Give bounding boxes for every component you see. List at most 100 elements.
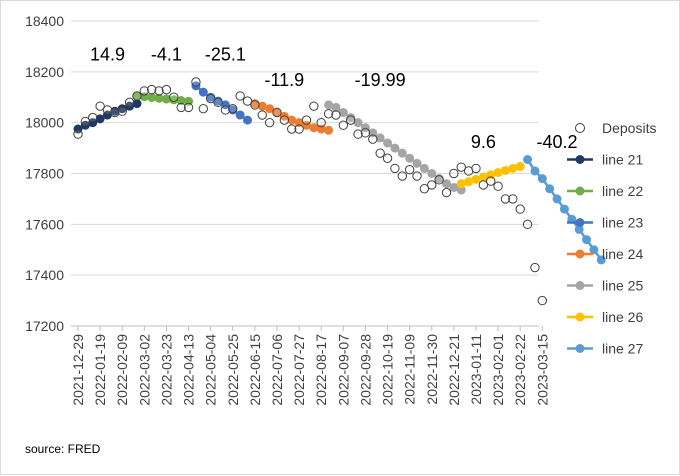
deposits-point (73, 129, 83, 139)
deposits-point (198, 103, 208, 114)
x-tick-label: 2022-03-02 (136, 334, 152, 406)
deposits-point (220, 105, 231, 115)
deposits-point (287, 124, 297, 134)
series-point (589, 245, 599, 255)
series-point (132, 91, 142, 101)
deposits-point (309, 101, 319, 111)
x-axis: 2021-12-29 2022-01-19 2022-02-09 2022-03-02… (70, 325, 550, 406)
deposits-point (154, 86, 164, 96)
deposits-point (294, 124, 304, 134)
deposits-point (537, 295, 548, 306)
deposits-point (345, 115, 356, 125)
deposits-point (382, 153, 393, 163)
series-point (102, 110, 112, 120)
legend-label: line 24 (602, 246, 643, 262)
series-point (169, 95, 179, 105)
x-tick-label: 2022-07-06 (269, 334, 285, 406)
legend-label: line 27 (602, 341, 643, 357)
legend-marker-deposits (575, 123, 585, 133)
series-point (523, 155, 533, 165)
deposits-point (441, 187, 452, 198)
x-tick-label: 2022-08-17 (313, 334, 329, 406)
series-point (442, 179, 452, 189)
series-point (73, 124, 83, 134)
series-point (257, 101, 267, 111)
deposits-point (316, 117, 326, 128)
deposits-point (323, 109, 334, 119)
deposits-point (279, 115, 290, 125)
deposits-point (95, 101, 105, 111)
deposits-point (205, 93, 216, 104)
x-tick-label: 2023-01-11 (468, 334, 484, 405)
deposits-point (522, 219, 533, 230)
legend: Deposits line 21 line 22 line 23 line 24 line… (567, 120, 656, 357)
y-tick-label: 18200 (25, 64, 64, 80)
deposits-point (456, 162, 466, 172)
x-tick-label: 2022-06-15 (247, 334, 263, 406)
legend-marker (575, 155, 585, 164)
series-point (574, 224, 584, 234)
series-point (464, 177, 474, 187)
deposits-point (353, 129, 363, 139)
annotation-label: -11.9 (265, 70, 305, 90)
series-point (353, 118, 363, 128)
series-point (154, 93, 164, 103)
x-tick-label: 2022-09-28 (357, 334, 373, 406)
y-tick-label: 17200 (25, 318, 64, 334)
series-point (582, 235, 592, 245)
y-tick-label: 17800 (25, 166, 64, 182)
series-point (515, 161, 525, 171)
deposits-point (80, 116, 91, 127)
deposits-point (530, 262, 540, 273)
series-point (552, 194, 562, 204)
deposits-point (117, 106, 127, 116)
legend-label: line 21 (602, 152, 643, 168)
series-point (390, 143, 400, 153)
legend-marker (575, 186, 585, 196)
series-point (331, 102, 341, 112)
x-tick-label: 2022-09-07 (335, 334, 351, 406)
deposits-point (390, 163, 400, 174)
series-point (419, 163, 429, 173)
deposits-point (161, 84, 172, 95)
series-point (405, 153, 415, 163)
series-point (360, 123, 370, 133)
x-tick-label: 2022-01-19 (92, 334, 108, 406)
series-point (508, 163, 518, 173)
series-point (346, 113, 356, 123)
legend-marker (575, 249, 585, 259)
series-point (95, 114, 105, 124)
annotation-label: -40.2 (537, 132, 578, 152)
series-point (88, 118, 98, 128)
series-point (324, 100, 334, 110)
x-tick-label: 2022-02-09 (114, 334, 130, 406)
y-tick-label: 18400 (25, 13, 64, 29)
series-point (220, 100, 230, 110)
x-tick-label: 2022-04-13 (181, 334, 197, 406)
x-tick-label: 2022-12-21 (446, 334, 462, 406)
series-point (161, 94, 171, 104)
deposits-point (257, 110, 267, 120)
x-tick-label: 2022-05-25 (225, 334, 241, 406)
deposits-point (493, 181, 503, 191)
legend-label: line 26 (602, 309, 643, 325)
legend-label: line 25 (602, 278, 643, 294)
series-point (132, 99, 142, 109)
deposits-point (397, 171, 407, 181)
series-point (287, 115, 297, 125)
x-tick-label: 2023-02-22 (512, 334, 528, 406)
x-tick-label: 2023-02-01 (490, 334, 506, 406)
series-point (324, 125, 334, 135)
deposits-point (449, 168, 459, 179)
x-tick-label: 2022-07-27 (291, 334, 307, 406)
series-point (449, 182, 459, 192)
series-point (235, 110, 245, 120)
series-point (338, 108, 348, 117)
source-note: source: FRED (25, 442, 101, 456)
series-point (198, 87, 208, 97)
deposits-point (272, 107, 282, 118)
deposits-point (471, 163, 481, 174)
deposits-point (110, 107, 120, 118)
series-point (493, 167, 503, 177)
